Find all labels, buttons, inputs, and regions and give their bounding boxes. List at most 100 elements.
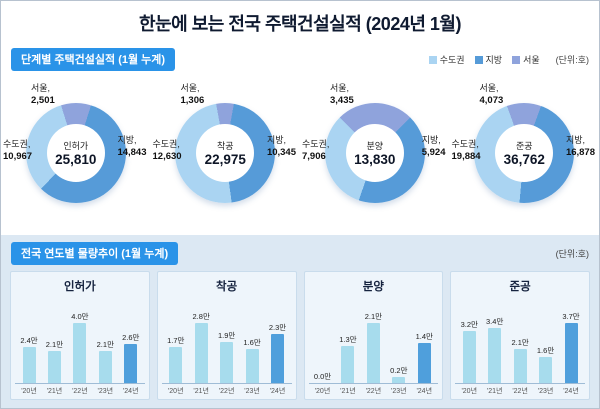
legend-swatch-icon bbox=[512, 55, 521, 64]
year-label: '22년 bbox=[218, 388, 235, 395]
bar-분양-'21년: 1.3만 bbox=[338, 334, 358, 383]
bar-착공-'24년: 2.3만 bbox=[268, 322, 288, 383]
year-label: '21년 bbox=[486, 388, 503, 395]
year-label: '24년 bbox=[269, 388, 286, 395]
bar-value-label: 1.6만 bbox=[536, 346, 555, 355]
year-label: '24년 bbox=[563, 388, 579, 395]
donut-total: 13,830 bbox=[354, 152, 396, 167]
bar-분양-'23년: 0.2만 bbox=[389, 365, 409, 383]
donut-name: 인허가 bbox=[63, 141, 89, 151]
sudogwon-label: 수도권, 7,906 bbox=[302, 139, 330, 162]
bar-착공-'20년: 1.7만 bbox=[166, 335, 186, 383]
year-label: '21년 bbox=[340, 388, 356, 395]
sudogwon-label: 수도권, 19,884 bbox=[451, 139, 481, 162]
year-label: '21년 bbox=[193, 388, 209, 395]
bars-area: 1.7만 2.8만 1.9만 1.6만 2.3만 bbox=[161, 296, 292, 384]
donut-ring: 인허가 25,810 bbox=[25, 103, 126, 203]
seoul-label: 서울, 1,306 bbox=[180, 83, 205, 106]
year-label: '20년 bbox=[461, 388, 478, 395]
bar bbox=[488, 328, 502, 383]
bar bbox=[366, 323, 380, 383]
bar bbox=[22, 347, 36, 383]
year-label: '20년 bbox=[167, 388, 184, 395]
bar-인허가-'22년: 4.0만 bbox=[70, 311, 90, 383]
donut-total: 25,810 bbox=[55, 152, 97, 167]
year-label: '23년 bbox=[391, 388, 407, 395]
section2: 전국 연도별 물량추이 (1월 누계) (단위:호) 인허가 2.4만 2.1만 4.… bbox=[1, 235, 599, 408]
bar bbox=[124, 344, 138, 383]
bar-value-label: 2.6만 bbox=[122, 333, 140, 342]
years-row: '20년 '21년 '22년 '23년 '24년 bbox=[309, 384, 439, 396]
bar-인허가-'21년: 2.1만 bbox=[44, 339, 64, 383]
bar-value-label: 1.4만 bbox=[415, 332, 433, 341]
year-label: '23년 bbox=[244, 388, 260, 395]
bar-착공-'22년: 1.9만 bbox=[217, 330, 237, 383]
bar bbox=[220, 342, 234, 383]
bar-value-label: 3.4만 bbox=[486, 317, 504, 326]
bar-value-label: 2.1만 bbox=[96, 340, 114, 349]
seoul-label: 서울, 3,435 bbox=[330, 83, 354, 106]
bar-value-label: 2.1만 bbox=[511, 338, 529, 347]
bars-area: 2.4만 2.1만 4.0만 2.1만 2.6만 bbox=[15, 296, 145, 384]
jibang-label: 지방, 16,878 bbox=[565, 135, 595, 158]
bar-panel-row: 인허가 2.4만 2.1만 4.0만 2.1만 2.6만 '20년 '21년 '22년 '23년 '… bbox=[1, 265, 599, 400]
bar-준공-'22년: 2.1만 bbox=[510, 337, 530, 383]
bar-panel-착공: 착공 1.7만 2.8만 1.9만 1.6만 2.3만 '20년 '21년 '22년 '23년 '2… bbox=[156, 271, 297, 400]
year-label: '23년 bbox=[97, 388, 114, 395]
bar-value-label: 1.3만 bbox=[339, 335, 357, 344]
bar-준공-'21년: 3.4만 bbox=[485, 316, 505, 383]
page-title: 한눈에 보는 전국 주택건설실적 (2024년 1월) bbox=[139, 14, 461, 34]
year-label: '21년 bbox=[46, 388, 63, 395]
bar-value-label: 0.2만 bbox=[390, 366, 408, 375]
bar-착공-'21년: 2.8만 bbox=[191, 311, 211, 383]
bar-준공-'24년: 3.7만 bbox=[561, 311, 581, 383]
seoul-label: 서울, 4,073 bbox=[479, 83, 504, 106]
year-label: '23년 bbox=[537, 388, 554, 395]
bar-value-label: 4.0만 bbox=[71, 312, 89, 321]
legend-label: 서울 bbox=[523, 55, 540, 65]
year-label: '20년 bbox=[314, 388, 331, 395]
years-row: '20년 '21년 '22년 '23년 '24년 bbox=[455, 384, 585, 396]
bar bbox=[98, 351, 112, 383]
donut-ring: 착공 22,975 bbox=[175, 103, 276, 203]
donut-legend: 수도권 지방 서울 (단위:호) bbox=[428, 53, 589, 66]
unit-label-top: (단위:호) bbox=[555, 55, 589, 65]
legend-item-서울: 서울 bbox=[512, 53, 540, 66]
donut-chart-분양: 서울, 3,435 수도권, 7,906 지방, 5,924 분양 13,830 bbox=[300, 81, 450, 227]
section2-header: 전국 연도별 물량추이 (1월 누계) (단위:호) bbox=[1, 242, 599, 265]
bar-분양-'20년: 0.0만 bbox=[313, 371, 333, 383]
bar-value-label: 1.9만 bbox=[217, 331, 236, 340]
legend-swatch-icon bbox=[474, 55, 483, 64]
donut-chart-준공: 서울, 4,073 수도권, 19,884 지방, 16,878 준공 36,762 bbox=[450, 81, 600, 227]
bar bbox=[564, 323, 578, 383]
jibang-label: 지방, 10,345 bbox=[266, 135, 296, 158]
donut-center: 착공 22,975 bbox=[196, 124, 255, 182]
bar-준공-'23년: 1.6만 bbox=[536, 345, 556, 383]
bar bbox=[169, 347, 183, 383]
jibang-label: 지방, 14,843 bbox=[117, 135, 147, 158]
bar bbox=[73, 323, 87, 383]
sudogwon-label: 수도권, 10,967 bbox=[3, 139, 33, 162]
bar-준공-'20년: 3.2만 bbox=[459, 319, 479, 383]
donut-name: 준공 bbox=[515, 141, 533, 151]
bar bbox=[194, 323, 208, 383]
legend-label: 수도권 bbox=[439, 55, 465, 65]
donut-center: 준공 36,762 bbox=[495, 124, 554, 182]
years-row: '20년 '21년 '22년 '23년 '24년 bbox=[162, 384, 292, 396]
donut-ring: 준공 36,762 bbox=[474, 103, 575, 203]
bar-인허가-'23년: 2.1만 bbox=[95, 339, 115, 383]
bar-value-label: 0.0만 bbox=[313, 372, 332, 381]
donut-total: 36,762 bbox=[503, 152, 545, 167]
bar-인허가-'20년: 2.4만 bbox=[19, 335, 39, 383]
bar-value-label: 3.2만 bbox=[460, 320, 478, 329]
donut-total: 22,975 bbox=[204, 152, 246, 167]
unit-label-bottom: (단위:호) bbox=[555, 249, 589, 259]
bar-value-label: 2.8만 bbox=[192, 312, 210, 321]
bar-착공-'23년: 1.6만 bbox=[242, 337, 262, 383]
bar-value-label: 2.1만 bbox=[45, 340, 64, 349]
donut-name: 착공 bbox=[216, 141, 234, 151]
bar-인허가-'24년: 2.6만 bbox=[121, 332, 141, 383]
bar bbox=[245, 349, 259, 383]
bar-panel-인허가: 인허가 2.4만 2.1만 4.0만 2.1만 2.6만 '20년 '21년 '22년 '23년 '… bbox=[10, 271, 150, 400]
bar bbox=[462, 331, 476, 383]
